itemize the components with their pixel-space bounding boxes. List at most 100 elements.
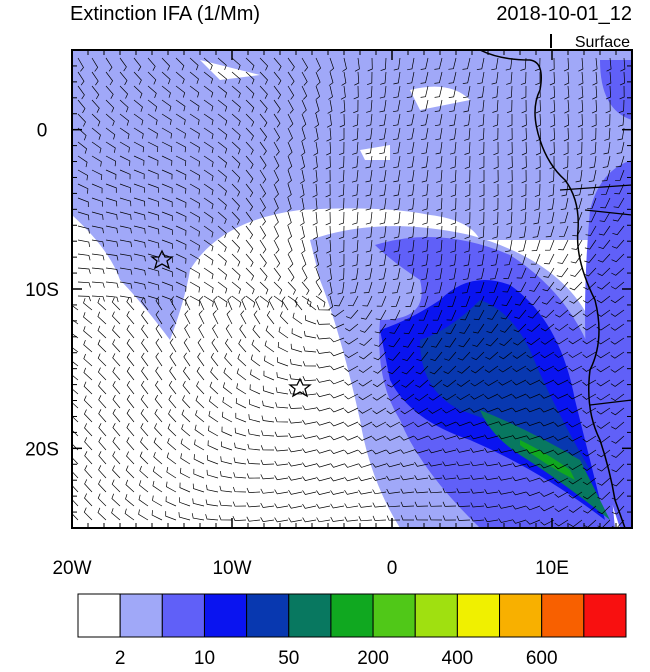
wind-barb [541,309,555,319]
wind-barb [393,183,401,197]
wind-barb [529,281,541,292]
wind-barb [287,211,292,226]
wind-barb [126,451,135,465]
wind-barb [112,437,121,451]
colorbar-box [499,593,543,638]
wind-barb [161,113,172,125]
wind-barb [141,352,149,367]
wind-barb [97,507,107,521]
wind-barb [287,71,295,86]
wind-barb [303,330,317,339]
wind-barb [287,295,298,308]
wind-barb [407,211,415,225]
wind-barb [344,393,359,400]
colorbar-box [161,593,205,638]
wind-barb [133,71,142,85]
wind-barbs [72,57,626,528]
wind-barb [126,394,135,409]
wind-barb [302,448,317,453]
wind-barb [610,309,625,317]
wind-barb [288,403,303,409]
wind-barb [105,295,119,303]
wind-barb [147,71,157,85]
wind-barb [582,309,597,317]
wind-barb [352,155,359,169]
wind-barb [449,141,457,155]
wind-barb [119,85,129,99]
wind-barb [330,309,345,317]
wind-barb [224,353,233,367]
wind-barb [193,468,205,479]
wind-barb [119,211,132,220]
colorbar-label: 2 [115,648,126,667]
wind-barb [288,447,303,453]
wind-barb [273,197,279,212]
wind-barb [91,183,103,194]
wind-barb [559,211,569,224]
wind-barb [179,467,191,479]
wind-barb [388,337,401,348]
wind-barb [84,465,93,479]
wind-barb [488,295,499,307]
wind-barb [325,211,331,226]
wind-barb [300,141,306,156]
wind-barb [340,85,346,100]
wind-barb [434,85,443,98]
wind-barb [436,225,443,239]
wind-barb [367,57,373,72]
wind-barb [461,295,471,307]
wind-barb [434,71,443,84]
wind-barb [125,465,135,479]
wind-barb [154,380,163,395]
wind-barb [231,281,241,294]
wind-barb [526,379,541,386]
wind-barb [462,267,471,281]
wind-barb [584,239,597,250]
wind-barb [611,435,625,444]
wind-barb [203,127,214,140]
wind-barb [273,99,281,114]
wind-barb [484,393,499,400]
wind-barb [264,355,275,367]
lat-label: 20S [25,439,59,460]
wind-barb [72,304,79,311]
wind-barb [175,113,186,125]
wind-barb [273,155,280,170]
wind-barb [326,113,332,128]
wind-barb [91,85,100,100]
colorbar-box [203,593,248,638]
wind-barb [449,267,457,281]
wind-barb [587,197,597,209]
wind-barb [372,489,387,495]
wind-barb [478,113,485,127]
wind-barb [246,487,261,493]
wind-barb [527,323,541,332]
wind-barb [217,141,228,154]
wind-barb [574,183,583,196]
wind-barb [316,406,331,412]
wind-barb [568,407,583,414]
wind-barb [72,493,79,507]
wind-barb [119,57,127,72]
wind-barb [77,183,89,194]
wind-barb [414,435,429,441]
wind-barb [414,407,429,415]
wind-barb [154,409,163,423]
wind-barb [536,127,542,142]
wind-barb [490,253,499,266]
wind-barb [601,169,611,182]
wind-barb [568,337,583,345]
wind-barb [442,474,457,480]
wind-barb [268,296,275,311]
wind-barb [72,346,79,353]
wind-barb [358,393,373,401]
wind-barb [374,323,387,334]
wind-barb [531,239,541,252]
wind-barb [155,324,163,339]
wind-barb [189,71,199,84]
wind-barb [227,296,233,311]
wind-barb [338,183,345,197]
wind-barb [217,253,227,266]
wind-barb [77,57,84,72]
wind-barb [380,71,387,85]
